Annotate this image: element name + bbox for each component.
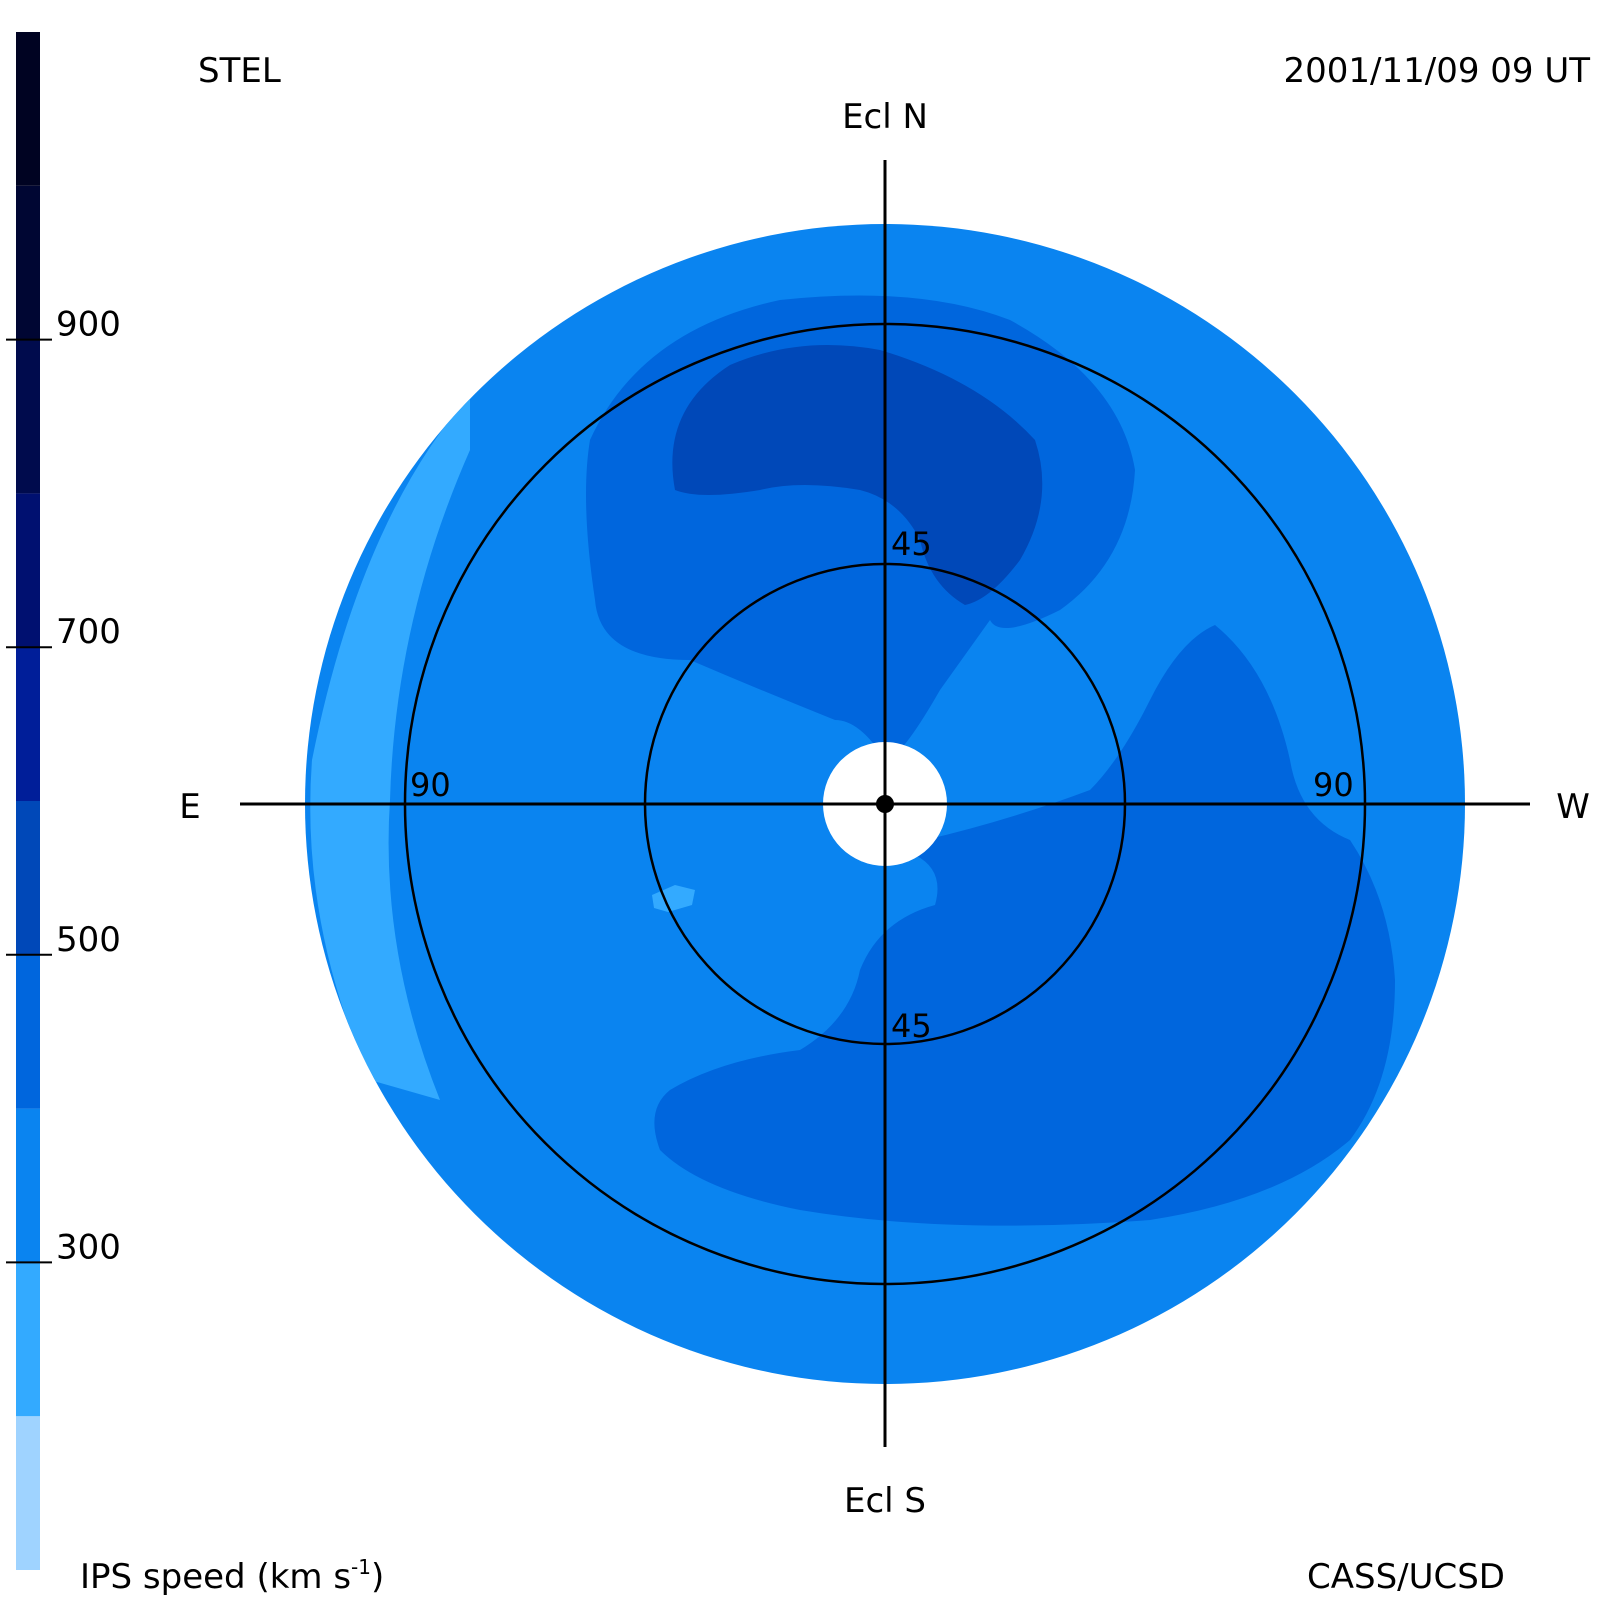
colorbar-title-sup: -1 (351, 1555, 371, 1579)
compass-south-label: Ecl S (844, 1481, 926, 1521)
sky-map-disk: 45 45 90 90 (240, 160, 1530, 1447)
ring-label-45-north: 45 (891, 525, 932, 563)
credit-label: CASS/UCSD (1307, 1557, 1505, 1597)
colorbar-band-1000 (16, 32, 40, 186)
compass-east-label: E (179, 787, 200, 827)
region-north-cap (672, 345, 1043, 605)
compass-west-label: W (1556, 787, 1590, 827)
colorbar-tick-label-700: 700 (56, 612, 121, 652)
colorbar-tick-label-500: 500 (56, 920, 121, 960)
colorbar-title-close: ) (371, 1557, 384, 1597)
colorbar-band-900 (16, 185, 40, 340)
colorbar-title-main: IPS speed (km s (80, 1557, 351, 1597)
colorbar-band-300 (16, 1108, 40, 1263)
colorbar-band-700 (16, 493, 40, 648)
colorbar-band-500 (16, 801, 40, 955)
colorbar-band-600 (16, 647, 40, 801)
source-label: STEL (198, 51, 281, 91)
compass-north-label: Ecl N (842, 97, 928, 137)
colorbar-band-100 (16, 1416, 40, 1570)
colorbar-band-800 (16, 339, 40, 494)
ring-label-90-west: 90 (1313, 766, 1354, 804)
colorbar-band-200 (16, 1262, 40, 1417)
timestamp-label: 2001/11/09 09 UT (1284, 51, 1591, 91)
colorbar-title: IPS speed (km s-1) (80, 1555, 384, 1597)
region-east-rim (310, 395, 470, 1100)
region-southwest-lobe (654, 625, 1395, 1226)
colorbar-band-400 (16, 954, 40, 1109)
colorbar-tick-label-900: 900 (56, 305, 121, 345)
colorbar-tick-label-300: 300 (56, 1227, 121, 1267)
ring-label-45-south: 45 (891, 1007, 932, 1045)
speed-colorbar: 300 500 700 900 (6, 32, 121, 1570)
ring-label-90-east: 90 (410, 766, 451, 804)
